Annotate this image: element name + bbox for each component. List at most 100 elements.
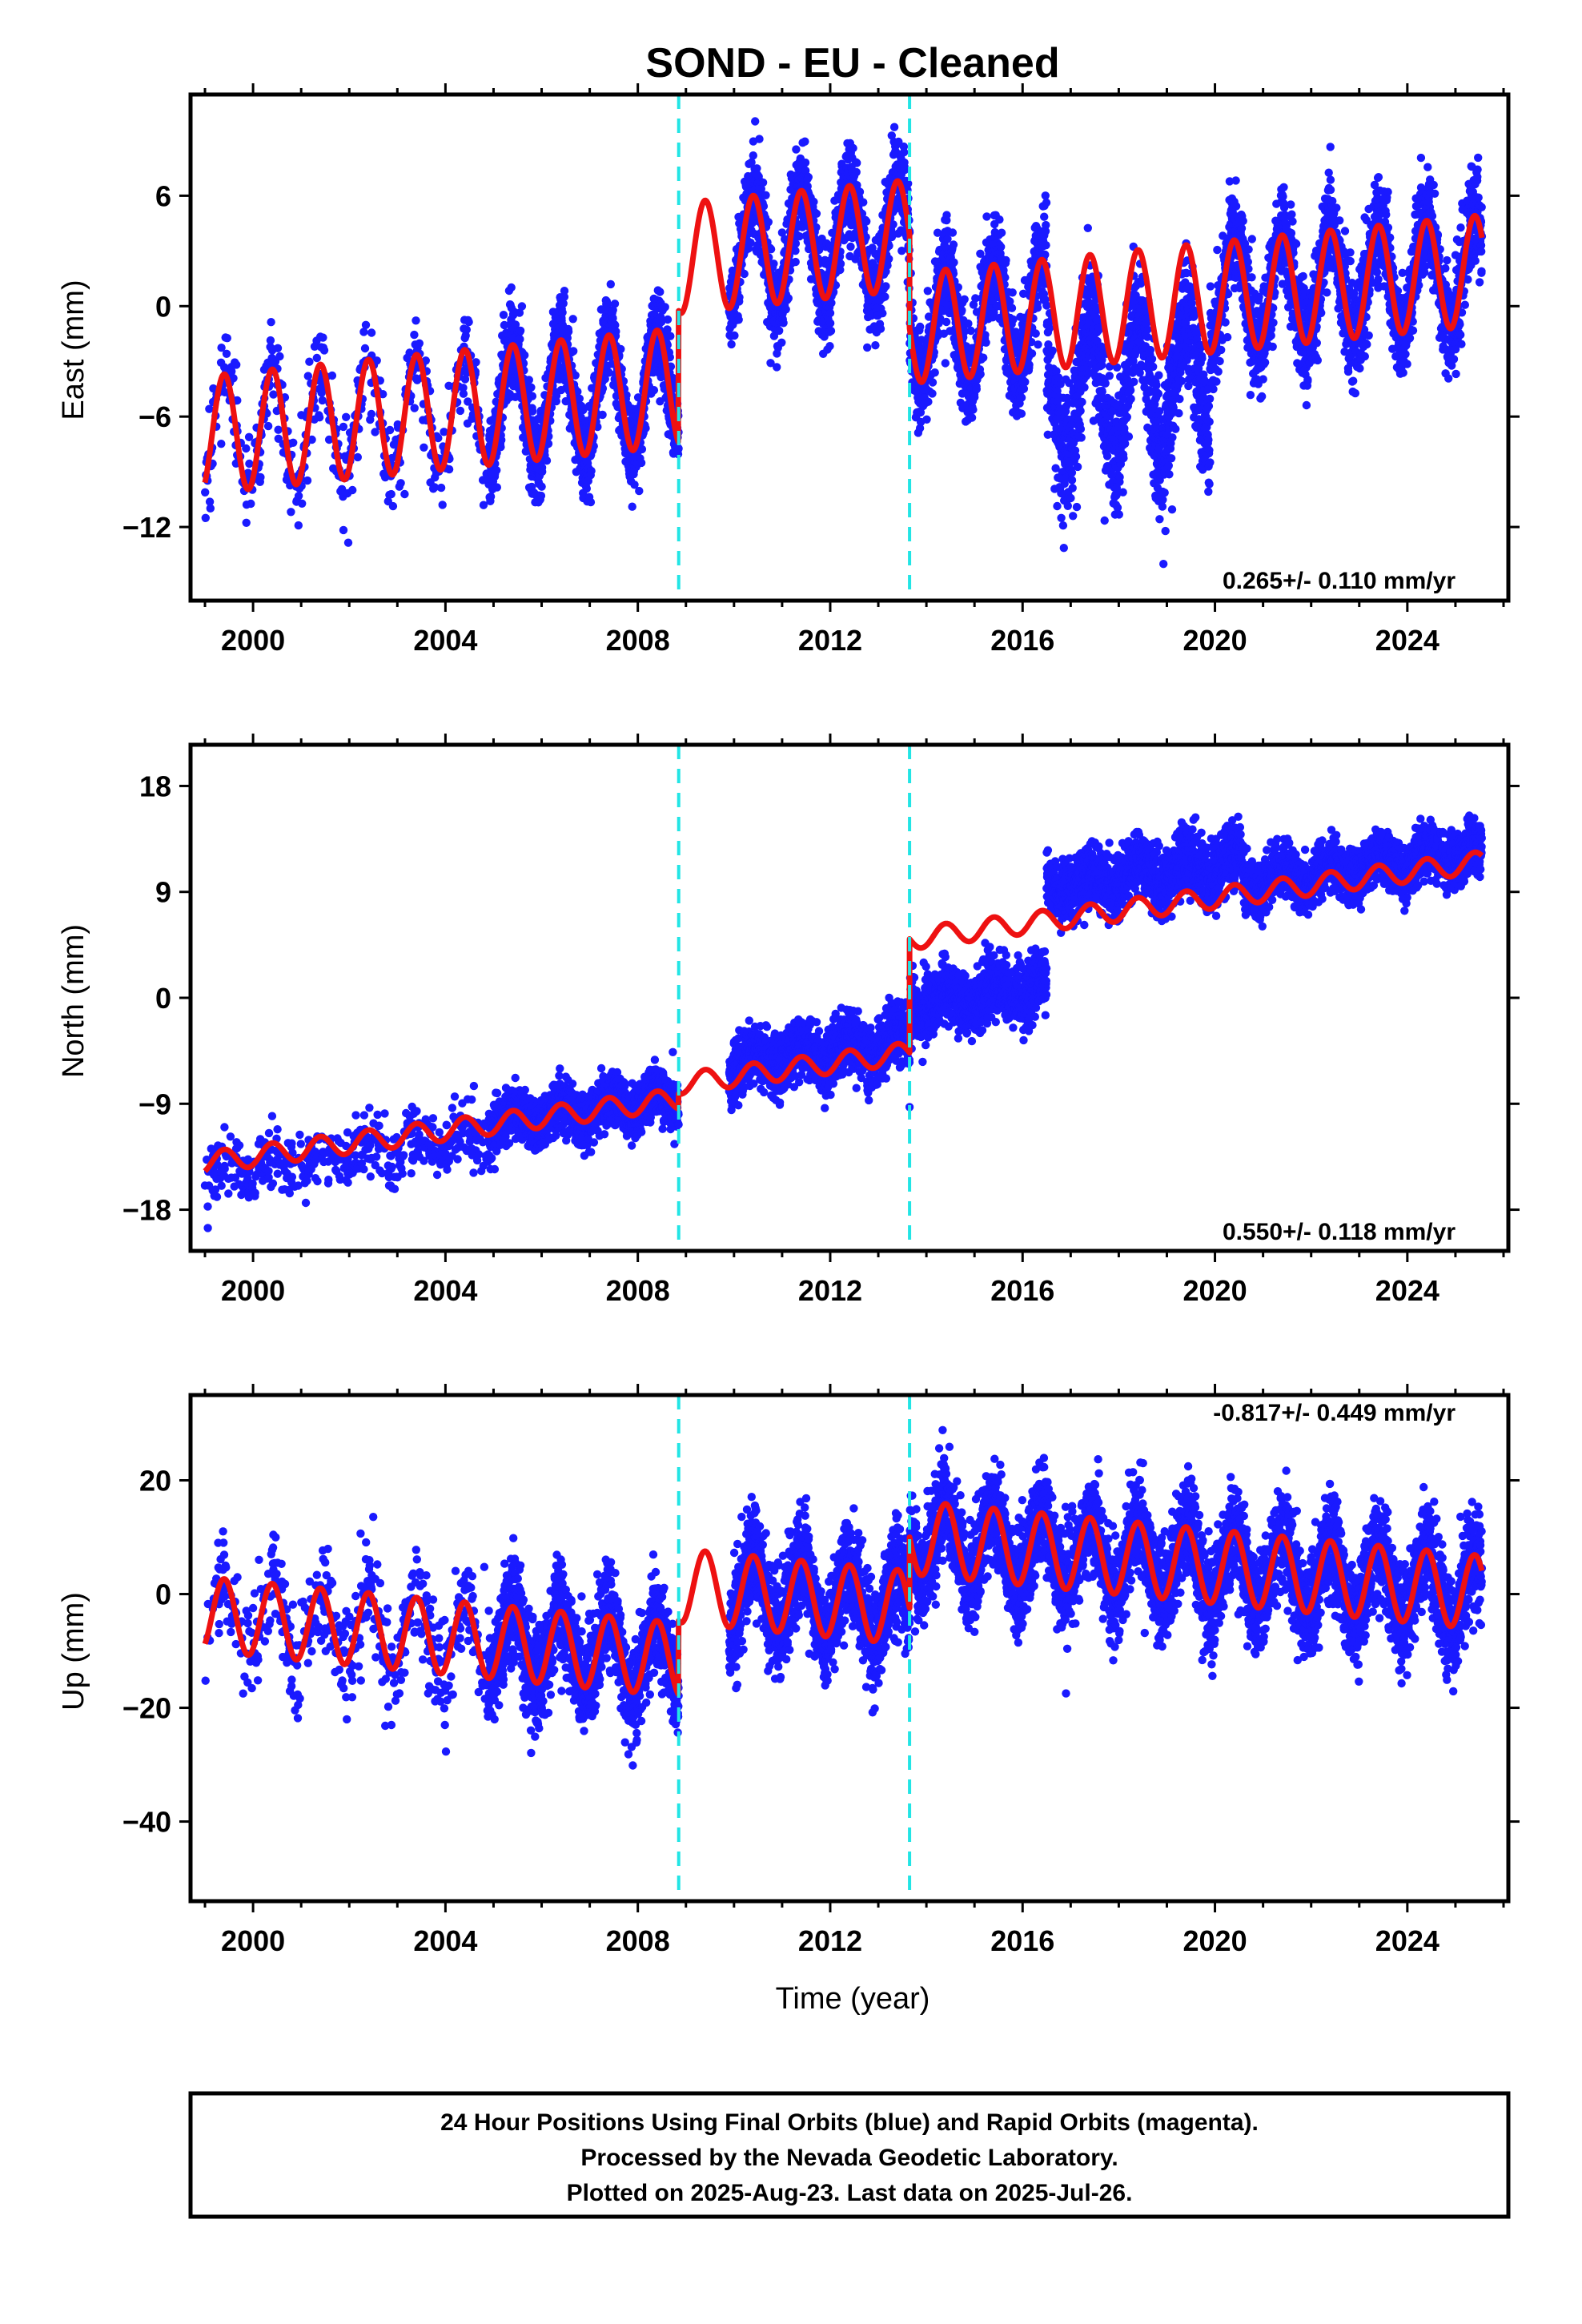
east-data-point — [1076, 406, 1085, 416]
east-data-point — [849, 143, 857, 153]
east-data-point — [233, 396, 242, 405]
east-data-point — [836, 259, 845, 268]
east-data-point — [881, 282, 890, 291]
east-data-point — [878, 309, 887, 318]
east-data-point — [747, 158, 756, 167]
east-data-point — [825, 342, 834, 351]
east-data-point — [527, 383, 536, 392]
east-data-point — [1021, 377, 1030, 387]
east-data-point — [784, 294, 793, 303]
east-data-point — [242, 444, 251, 453]
east-data-point — [430, 483, 440, 492]
east-data-point — [950, 258, 958, 267]
east-data-point — [464, 397, 472, 406]
east-data-point — [586, 497, 596, 507]
east-data-point — [1042, 241, 1050, 250]
east-data-point — [801, 158, 810, 167]
east-data-point — [1034, 340, 1042, 349]
east-data-point — [764, 218, 773, 227]
east-data-point — [876, 324, 885, 333]
east-data-point — [318, 396, 327, 405]
east-data-point — [863, 343, 872, 352]
east-data-point — [630, 480, 639, 489]
east-data-point — [579, 405, 588, 415]
east-data-point — [342, 412, 351, 421]
east-data-point — [500, 320, 509, 330]
east-data-point — [1119, 453, 1128, 463]
east-data-point — [795, 232, 804, 241]
east-data-point — [367, 328, 376, 337]
east-data-point — [889, 123, 899, 131]
east-data-point — [460, 375, 470, 384]
east-data-point — [359, 328, 368, 336]
east-data-point — [846, 242, 855, 251]
east-data-point — [966, 326, 975, 336]
east-data-point — [582, 484, 591, 493]
east-data-point — [881, 292, 889, 301]
east-data-point — [462, 325, 471, 334]
east-data-point — [656, 317, 666, 327]
east-data-point — [571, 371, 580, 380]
east-data-point — [997, 243, 1006, 251]
panel-east: East (mm) 0.265+/- 0.110 mm/yr 2000 2004 2… — [57, 83, 1520, 657]
east-data-point — [516, 335, 524, 344]
east-data-point — [385, 425, 395, 435]
east-data-point — [1113, 503, 1122, 512]
east-data-point — [217, 344, 226, 352]
east-data-point — [1115, 472, 1124, 481]
east-data-point — [242, 518, 251, 527]
east-data-point — [969, 405, 978, 414]
east-data-point — [982, 338, 990, 347]
east-data-point — [928, 389, 937, 398]
east-data-point — [339, 422, 348, 432]
east-data-point — [348, 485, 357, 495]
east-data-point — [410, 404, 419, 412]
east-data-point — [949, 240, 958, 249]
east-data-point — [298, 499, 307, 508]
east-data-point — [769, 259, 778, 268]
east-data-point — [371, 428, 379, 436]
east-data-point — [564, 327, 573, 336]
east-data-point — [812, 209, 821, 218]
east-data-point — [479, 501, 488, 509]
east-data-point — [1041, 191, 1050, 200]
east-data-point — [753, 164, 761, 173]
east-data-point — [573, 387, 582, 396]
east-data-point — [611, 320, 620, 330]
east-data-point — [273, 344, 283, 352]
east-data-point — [942, 211, 951, 219]
east-data-point — [777, 228, 787, 237]
east-data-point — [1066, 493, 1075, 503]
east-data-point — [608, 306, 617, 315]
east-data-point — [327, 371, 337, 380]
east-data-point — [303, 372, 312, 380]
east-data-point — [791, 247, 800, 255]
east-data-point — [801, 137, 809, 146]
east-data-point — [496, 443, 505, 452]
east-ylabel: East (mm) — [57, 279, 90, 420]
east-data-point — [294, 521, 303, 530]
east-data-point — [635, 486, 644, 496]
east-data-point — [809, 197, 818, 207]
east-data-point — [372, 356, 381, 365]
east-data-point — [855, 187, 865, 196]
east-data-point — [1025, 360, 1034, 369]
east-data-point — [766, 245, 776, 254]
east-data-point — [459, 389, 468, 398]
east-data-point — [766, 359, 775, 368]
east-data-point — [967, 413, 977, 422]
east-rate-label: 0.265+/- 0.110 mm/yr — [1223, 568, 1456, 594]
east-data-point — [528, 392, 537, 400]
east-data-point — [758, 178, 768, 187]
east-data-point — [922, 415, 931, 424]
east-data-point — [616, 344, 625, 354]
east-data-point — [1073, 462, 1082, 472]
east-data-point — [289, 438, 298, 447]
east-data-point — [1072, 502, 1082, 512]
east-data-point — [598, 410, 607, 420]
east-data-point — [552, 392, 561, 400]
east-data-point — [889, 220, 897, 229]
east-data-point — [612, 327, 620, 336]
east-data-point — [307, 435, 316, 444]
east-data-point — [245, 459, 254, 468]
